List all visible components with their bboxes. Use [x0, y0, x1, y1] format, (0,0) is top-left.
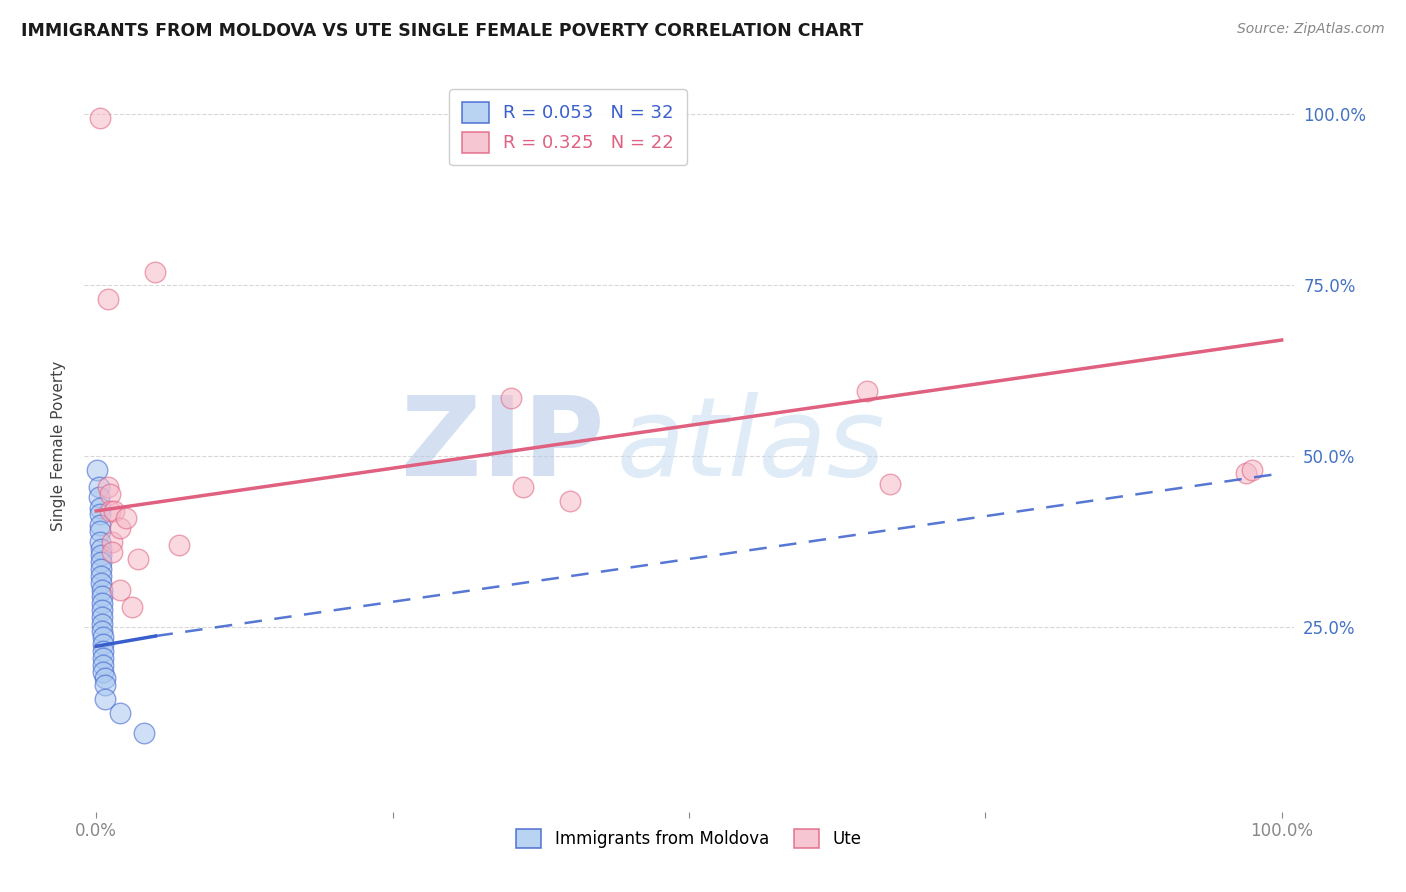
Point	[127, 551, 149, 566]
Point	[91, 596, 114, 610]
Point	[89, 534, 111, 549]
Point	[93, 678, 115, 692]
Point	[1240, 463, 1263, 477]
Point	[103, 504, 125, 518]
Point	[91, 665, 114, 679]
Text: IMMIGRANTS FROM MOLDOVA VS UTE SINGLE FEMALE POVERTY CORRELATION CHART: IMMIGRANTS FROM MOLDOVA VS UTE SINGLE FE…	[21, 22, 863, 40]
Point	[89, 524, 111, 539]
Point	[167, 538, 190, 552]
Point	[97, 292, 120, 306]
Point	[100, 504, 122, 518]
Point	[121, 599, 143, 614]
Point	[86, 463, 108, 477]
Point	[91, 610, 114, 624]
Point	[90, 575, 112, 590]
Point	[145, 265, 167, 279]
Point	[91, 624, 114, 638]
Point	[89, 517, 111, 532]
Point	[560, 493, 582, 508]
Point	[91, 590, 114, 604]
Y-axis label: Single Female Poverty: Single Female Poverty	[51, 361, 66, 531]
Point	[855, 384, 877, 399]
Point	[87, 490, 110, 504]
Point	[879, 476, 901, 491]
Point	[89, 111, 111, 125]
Point	[108, 706, 131, 720]
Point	[89, 500, 111, 515]
Point	[91, 651, 114, 665]
Point	[87, 480, 110, 494]
Point	[90, 569, 112, 583]
Point	[90, 555, 112, 569]
Point	[108, 582, 131, 597]
Legend: Immigrants from Moldova, Ute: Immigrants from Moldova, Ute	[510, 822, 868, 855]
Point	[91, 603, 114, 617]
Point	[100, 545, 122, 559]
Text: ZIP: ZIP	[401, 392, 605, 500]
Point	[91, 644, 114, 658]
Point	[512, 480, 534, 494]
Point	[91, 637, 114, 651]
Point	[132, 726, 155, 740]
Text: Source: ZipAtlas.com: Source: ZipAtlas.com	[1237, 22, 1385, 37]
Point	[100, 534, 122, 549]
Point	[91, 582, 114, 597]
Point	[89, 508, 111, 522]
Point	[115, 510, 138, 524]
Point	[90, 541, 112, 556]
Text: atlas: atlas	[616, 392, 884, 500]
Point	[108, 521, 131, 535]
Point	[91, 616, 114, 631]
Point	[93, 672, 115, 686]
Point	[1234, 467, 1257, 481]
Point	[93, 692, 115, 706]
Point	[100, 487, 122, 501]
Point	[91, 657, 114, 672]
Point	[97, 480, 120, 494]
Point	[91, 631, 114, 645]
Point	[90, 549, 112, 563]
Point	[501, 391, 523, 405]
Point	[90, 562, 112, 576]
